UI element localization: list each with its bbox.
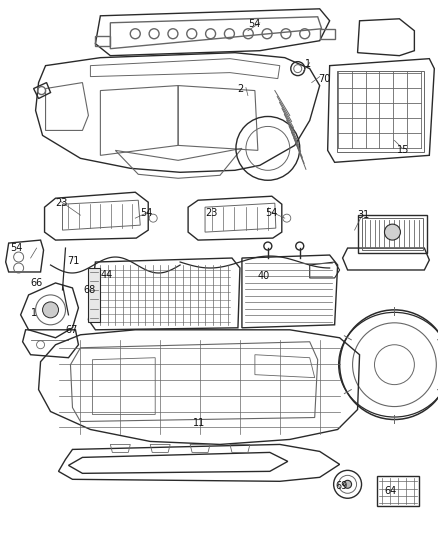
Text: 69: 69 (335, 481, 347, 491)
Circle shape (384, 224, 399, 240)
Text: 64: 64 (384, 486, 396, 496)
Bar (357, 215, 426, 253)
Text: 2: 2 (237, 84, 243, 94)
Text: 67: 67 (65, 325, 78, 335)
Text: 54: 54 (264, 208, 277, 218)
Text: 11: 11 (193, 417, 205, 427)
Text: 70: 70 (317, 74, 329, 84)
Text: 66: 66 (31, 278, 43, 288)
Text: 23: 23 (205, 208, 217, 218)
Circle shape (42, 302, 58, 318)
Text: 40: 40 (257, 271, 269, 281)
Polygon shape (88, 268, 100, 322)
Text: 68: 68 (83, 285, 95, 295)
Text: 71: 71 (67, 256, 80, 266)
Bar (361, 218, 422, 250)
Bar (377, 477, 418, 506)
Text: 1: 1 (31, 308, 37, 318)
Bar (336, 70, 424, 152)
Text: 54: 54 (247, 19, 260, 29)
Text: 23: 23 (55, 198, 68, 208)
Text: 31: 31 (357, 210, 369, 220)
Text: 15: 15 (396, 146, 409, 156)
Text: 1: 1 (304, 59, 310, 69)
Text: 54: 54 (140, 208, 152, 218)
Text: 54: 54 (11, 243, 23, 253)
Text: 44: 44 (100, 270, 113, 280)
Circle shape (343, 480, 351, 488)
